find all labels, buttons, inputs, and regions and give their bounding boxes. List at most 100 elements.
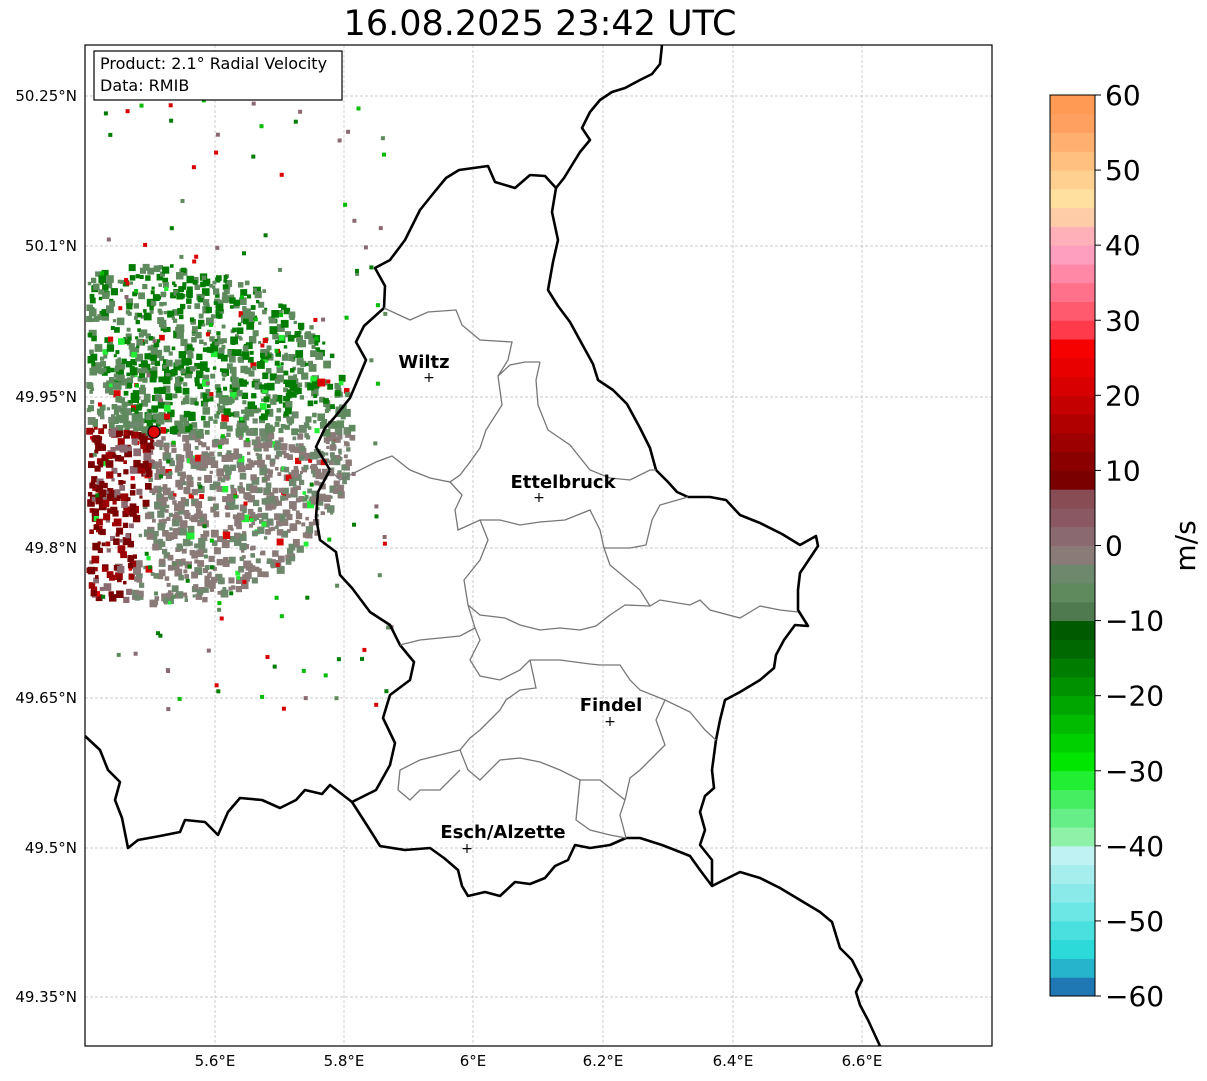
radar-echo-pixel [225, 541, 229, 545]
radar-echo-pixel [227, 524, 233, 531]
radar-echo-pixel [323, 494, 331, 502]
radar-echo-pixel [194, 381, 200, 387]
radar-echo-pixel [88, 308, 97, 317]
radar-echo-pixel [114, 489, 121, 496]
radar-echo-pixel [126, 540, 131, 544]
radar-echo-pixel [295, 457, 302, 465]
radar-echo-pixel [90, 387, 94, 391]
radar-echo-pixel [125, 361, 133, 368]
radar-echo-pixel [247, 294, 252, 299]
radar-echo-pixel [123, 429, 130, 436]
radar-echo-pixel [326, 468, 334, 477]
radar-echo-pixel [89, 297, 96, 304]
radar-echo-pixel [208, 416, 213, 421]
radar-echo-pixel [314, 336, 319, 341]
radar-echo-pixel [377, 573, 382, 578]
radar-echo-pixel [101, 309, 109, 317]
radar-echo-pixel [290, 368, 295, 373]
radar-echo-pixel [158, 376, 165, 383]
radar-echo-pixel [307, 360, 313, 367]
radar-echo-pixel [210, 314, 216, 319]
radar-echo-pixel [196, 589, 204, 596]
radar-echo-pixel [154, 394, 162, 402]
radar-echo-pixel [186, 480, 194, 488]
radar-echo-pixel [165, 504, 170, 509]
radar-echo-pixel [239, 556, 245, 562]
radar-echo-pixel [153, 387, 161, 394]
radar-echo-pixel [178, 574, 184, 581]
radar-echo-pixel [167, 554, 174, 561]
radar-echo-pixel [124, 278, 129, 282]
radar-echo-pixel [129, 466, 138, 474]
radar-echo-pixel [191, 330, 196, 335]
country-borders [84, 44, 882, 1047]
radar-echo-pixel [292, 539, 300, 546]
radar-echo-pixel [191, 422, 198, 428]
radar-echo-pixel [123, 420, 131, 428]
radar-echo-pixel [138, 426, 143, 431]
radar-echo-pixel [120, 493, 129, 501]
radar-echo-pixel [307, 426, 312, 430]
radar-echo-pixel [251, 477, 260, 485]
radar-echo-pixel [283, 387, 288, 393]
radar-echo-pixel [184, 395, 190, 400]
radar-echo-pixel [142, 263, 150, 271]
radar-echo-pixel [220, 434, 225, 439]
radar-echo-pixel [190, 319, 197, 325]
radar-echo-pixel [187, 564, 192, 569]
radar-echo-pixel [87, 281, 92, 286]
radar-echo-pixel [156, 544, 162, 550]
radar-echo-pixel [225, 476, 230, 481]
radar-echo-pixel [182, 387, 190, 395]
radar-echo-pixel [369, 265, 374, 270]
radar-echo-pixel [197, 519, 204, 527]
radar-echo-pixel [101, 506, 105, 510]
radar-echo-pixel [271, 526, 276, 531]
radar-echo-pixel [351, 471, 356, 476]
radar-echo-pixel [135, 336, 139, 340]
radar-echo-pixel [147, 463, 152, 468]
radar-echo-pixel [217, 607, 222, 612]
radar-echo-pixel [142, 499, 150, 507]
radar-echo-pixel [191, 488, 198, 496]
map-area [85, 45, 992, 1046]
radar-echo-pixel [108, 416, 115, 424]
radar-echo-pixel [257, 568, 262, 573]
radar-echo-pixel [330, 455, 337, 462]
radar-echo-pixel [151, 366, 158, 373]
radar-echo-pixel [163, 597, 168, 603]
radar-echo-pixel [239, 422, 245, 428]
radar-echo-pixel [87, 383, 94, 390]
radar-echo-pixel [249, 511, 256, 518]
radar-echo-pixel [220, 354, 228, 362]
radar-echo-pixel [189, 549, 196, 556]
radar-echo-pixel [241, 409, 246, 414]
radar-echo-pixel [93, 316, 100, 322]
radar-echo-pixel [149, 528, 154, 533]
radar-echo-pixel [210, 373, 216, 379]
radar-echo-pixel [98, 296, 103, 301]
radar-echo-pixel [124, 426, 130, 432]
radar-echo-pixel [218, 444, 223, 449]
radar-echo-pixel [242, 345, 249, 352]
radar-echo-pixel [334, 427, 343, 436]
radar-echo-pixel [333, 487, 340, 494]
radar-echo-pixel [289, 356, 294, 361]
radar-echo-pixel [200, 281, 206, 288]
radar-echo-pixel [175, 465, 182, 472]
radar-echo-pixel [185, 366, 193, 374]
radar-echo-pixel [222, 377, 226, 381]
radar-echo-pixel [98, 369, 104, 375]
radar-echo-pixel [119, 444, 128, 453]
radar-echo-pixel [352, 522, 356, 527]
radar-echo-pixel [206, 648, 211, 653]
radar-echo-pixel [169, 401, 173, 406]
radar-echo-pixel [297, 367, 304, 375]
radar-echo-pixel [208, 571, 212, 576]
radar-echo-pixel [297, 322, 305, 330]
radar-echo-pixel [171, 316, 175, 320]
city-marker-esch: + [461, 841, 473, 857]
radar-echo-pixel [177, 508, 184, 515]
radar-echo-pixel [113, 518, 122, 527]
radar-echo-pixel [183, 569, 188, 574]
